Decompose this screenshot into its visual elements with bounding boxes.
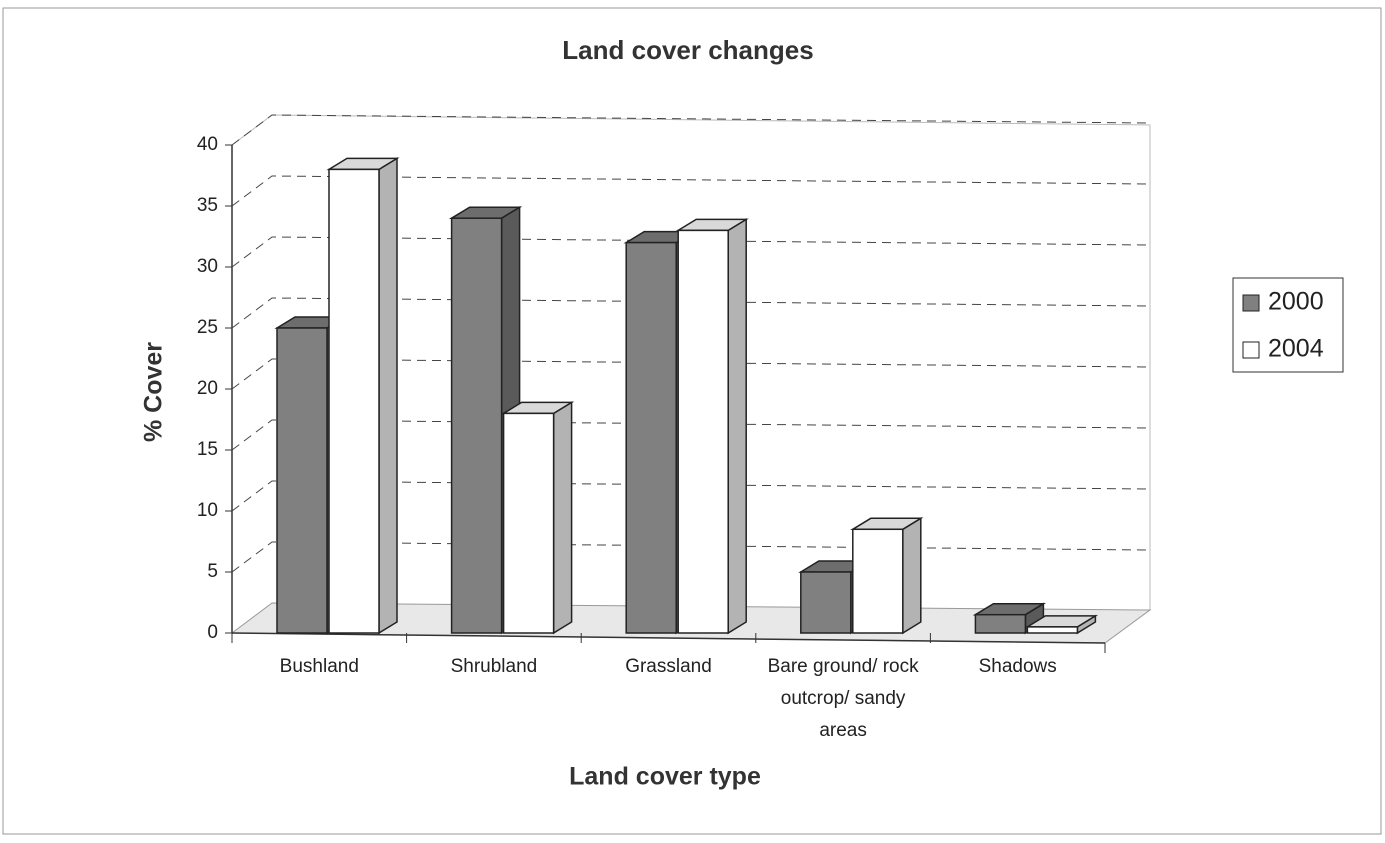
y-tick-label: 15 [197, 439, 218, 460]
y-axis-title: % Cover [140, 342, 168, 442]
grid-line [231, 236, 1151, 268]
bar [677, 229, 729, 634]
x-tick-label: Bare ground/ rock outcrop/ sandy areas [768, 656, 920, 741]
bar [502, 412, 555, 634]
bar [450, 217, 503, 634]
y-tick-label: 10 [197, 500, 218, 521]
x-axis-title: Land cover type [569, 763, 761, 791]
grid-line [231, 358, 1151, 390]
grid-line [231, 419, 1151, 451]
bar [800, 571, 852, 634]
y-tick-label: 35 [197, 195, 218, 216]
legend-swatch [1242, 341, 1260, 359]
label-line: Bare ground/ rock [768, 656, 920, 677]
bar [625, 241, 677, 634]
bar-side [727, 218, 747, 635]
legend-label: 2004 [1268, 335, 1324, 363]
chart-title: Land cover changes [562, 35, 813, 65]
bar-side [552, 401, 573, 635]
bar [852, 528, 904, 634]
label-line: areas [819, 720, 867, 741]
x-axis [231, 632, 1106, 644]
y-tick-label: 5 [207, 561, 218, 582]
legend-swatch [1242, 294, 1260, 312]
bar-side [902, 516, 922, 635]
grid-line [231, 480, 1151, 512]
bar [1026, 626, 1079, 634]
bar [974, 613, 1027, 634]
frame [2, 7, 1382, 835]
y-tick-label: 25 [197, 317, 218, 338]
grid-line [231, 175, 1151, 207]
y-tick-label: 40 [197, 134, 218, 155]
bar [276, 327, 328, 634]
y-tick-label: 20 [197, 378, 218, 399]
x-tick-label: Shrubland [451, 656, 538, 677]
x-tick-label: Bushland [280, 656, 359, 677]
legend-label: 2000 [1268, 288, 1324, 316]
y-tick-label: 0 [207, 622, 218, 643]
grid-line [231, 114, 1151, 146]
bar [328, 168, 380, 634]
label-line: outcrop/ sandy [781, 688, 906, 709]
bar-side [378, 157, 398, 635]
x-tick-label: Shadows [979, 656, 1057, 677]
grid-line [231, 297, 1151, 329]
x-tick-label: Grassland [625, 656, 712, 677]
y-tick-label: 30 [197, 256, 218, 277]
